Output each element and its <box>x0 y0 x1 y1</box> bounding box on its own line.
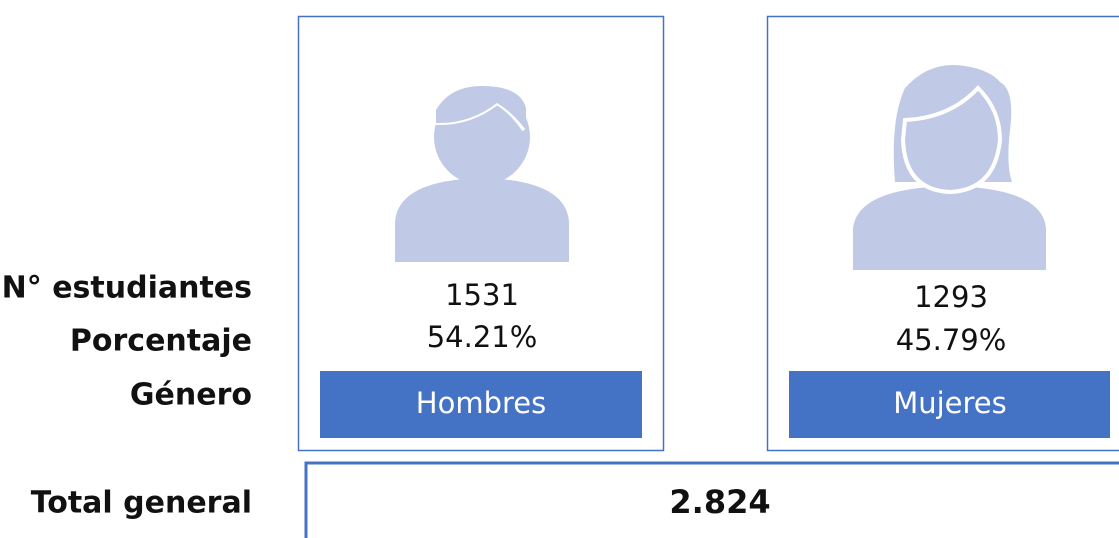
card <box>297 15 665 452</box>
count: 1531 <box>445 278 519 312</box>
woman-icon <box>853 64 1046 270</box>
gender-label: Género <box>130 378 252 413</box>
percent: 54.21% <box>427 320 538 354</box>
count-label: N° estudiantes <box>2 271 252 306</box>
total-label: Total general <box>31 486 252 521</box>
gender-button <box>789 371 1110 438</box>
man-icon <box>395 86 569 262</box>
card <box>766 15 1119 452</box>
total: 2.824 <box>669 483 770 521</box>
total-box <box>304 461 1119 538</box>
percent: 45.79% <box>896 323 1007 357</box>
gender: Mujeres <box>893 386 1007 420</box>
gender: Hombres <box>416 386 546 420</box>
percent-label: Porcentaje <box>70 324 252 359</box>
gender-button <box>320 371 642 438</box>
count: 1293 <box>914 280 988 314</box>
